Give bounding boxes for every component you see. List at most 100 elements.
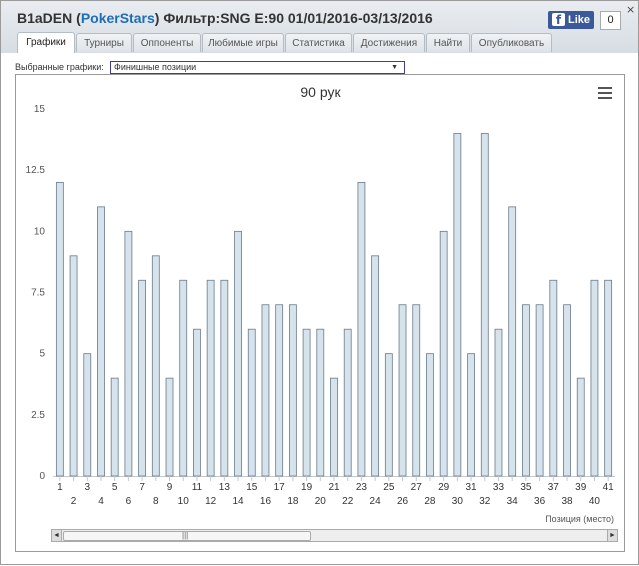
bar (590, 279, 599, 477)
bar (179, 279, 188, 477)
x-tick-label: 6 (126, 496, 132, 507)
scroll-left-arrow-icon[interactable]: ◄ (52, 530, 62, 541)
bar (97, 206, 105, 477)
tab-charts[interactable]: Графики (17, 32, 75, 53)
bar (206, 279, 215, 477)
chart-select-value: Финишные позиции (114, 62, 197, 72)
x-tick-label: 21 (328, 482, 340, 493)
bar (151, 255, 160, 477)
scroll-thumb[interactable]: ||| (63, 531, 311, 541)
bar (563, 304, 571, 477)
facebook-like-button[interactable]: f Like (548, 11, 594, 29)
hamburger-menu-icon[interactable] (598, 87, 612, 99)
filter-text: Фильтр:SNG E:90 01/01/2016-03/13/2016 (163, 10, 433, 26)
x-tick-label: 13 (219, 482, 231, 493)
tab-favorite-games[interactable]: Любимые игры (202, 33, 284, 52)
tab-tournaments[interactable]: Турниры (76, 33, 132, 52)
x-tick-label: 36 (534, 496, 546, 507)
dropdown-arrow-icon: ▼ (391, 64, 398, 71)
x-tick-label: 30 (452, 496, 464, 507)
x-tick-label: 38 (561, 496, 573, 507)
x-tick-label: 39 (575, 482, 587, 493)
bar (330, 377, 338, 477)
scroll-grip: ||| (182, 531, 189, 540)
bar (522, 304, 530, 477)
y-tick-label: 10 (34, 226, 46, 237)
x-tick-label: 3 (84, 482, 90, 493)
site-name[interactable]: PokerStars (80, 10, 155, 26)
bar (193, 328, 201, 477)
x-tick-label: 41 (603, 482, 615, 493)
x-tick-label: 9 (167, 482, 173, 493)
chart-selector-label: Выбранные графики: (15, 62, 104, 72)
x-tick-label: 4 (98, 496, 104, 507)
bar (384, 353, 393, 477)
bar (316, 328, 325, 477)
x-tick-label: 20 (315, 496, 327, 507)
bar (220, 279, 229, 477)
x-tick-label: 19 (301, 482, 313, 493)
window-title: B1aDEN (PokerStars) Фильтр:SNG E:90 01/0… (17, 10, 433, 26)
x-tick-label: 35 (520, 482, 532, 493)
bar (288, 304, 297, 477)
bar (508, 206, 517, 477)
like-count: 0 (600, 11, 621, 30)
bar (69, 255, 78, 477)
y-tick-label: 5 (39, 349, 45, 360)
bar (83, 353, 92, 477)
x-tick-label: 37 (548, 482, 560, 493)
like-label: Like (568, 14, 591, 26)
x-tick-label: 34 (507, 496, 519, 507)
bar (494, 328, 503, 477)
bar (535, 304, 544, 477)
player-name: B1aDEN (17, 10, 73, 26)
x-tick-label: 18 (287, 496, 299, 507)
bar (138, 279, 146, 477)
x-tick-label: 33 (493, 482, 505, 493)
bar (302, 328, 311, 477)
close-icon[interactable]: × (626, 3, 636, 16)
bar (55, 181, 64, 477)
x-tick-label: 8 (153, 496, 159, 507)
bar (467, 353, 475, 477)
bar (398, 304, 407, 477)
x-tick-label: 31 (466, 482, 478, 493)
bar (412, 304, 421, 477)
x-tick-label: 40 (589, 496, 601, 507)
tab-opponents[interactable]: Оппоненты (133, 33, 201, 52)
x-tick-label: 17 (274, 482, 286, 493)
tab-find[interactable]: Найти (426, 33, 470, 52)
y-tick-label: 12.5 (26, 165, 46, 176)
x-tick-label: 16 (260, 496, 272, 507)
bar (371, 255, 380, 477)
x-tick-label: 11 (192, 482, 203, 493)
x-tick-label: 10 (178, 496, 190, 507)
x-tick-label: 1 (57, 482, 63, 493)
bar (343, 328, 352, 477)
tab-achievements[interactable]: Достижения (353, 33, 425, 52)
chart-title: 90 рук (300, 84, 341, 100)
chart-scrollbar[interactable]: ◄ ||| ► (51, 529, 618, 542)
x-tick-label: 24 (370, 496, 382, 507)
y-tick-label: 2.5 (31, 410, 45, 421)
x-tick-label: 28 (424, 496, 436, 507)
bar (110, 377, 119, 477)
bar (234, 230, 242, 477)
y-tick-label: 0 (39, 471, 45, 482)
bar (439, 230, 448, 477)
chart-select[interactable]: Финишные позиции ▼ (110, 61, 405, 74)
bar (604, 279, 613, 477)
y-tick-label: 7.5 (31, 288, 45, 299)
bar (453, 133, 462, 477)
bar (275, 304, 284, 477)
title-bar: B1aDEN (PokerStars) Фильтр:SNG E:90 01/0… (1, 1, 638, 53)
scroll-right-arrow-icon[interactable]: ► (607, 530, 617, 541)
bar (357, 181, 366, 477)
tab-statistics[interactable]: Статистика (285, 33, 352, 52)
x-axis-title: Позиция (место) (545, 514, 614, 524)
tab-publish[interactable]: Опубликовать (471, 33, 552, 52)
x-tick-label: 5 (112, 482, 118, 493)
bar (247, 328, 256, 477)
